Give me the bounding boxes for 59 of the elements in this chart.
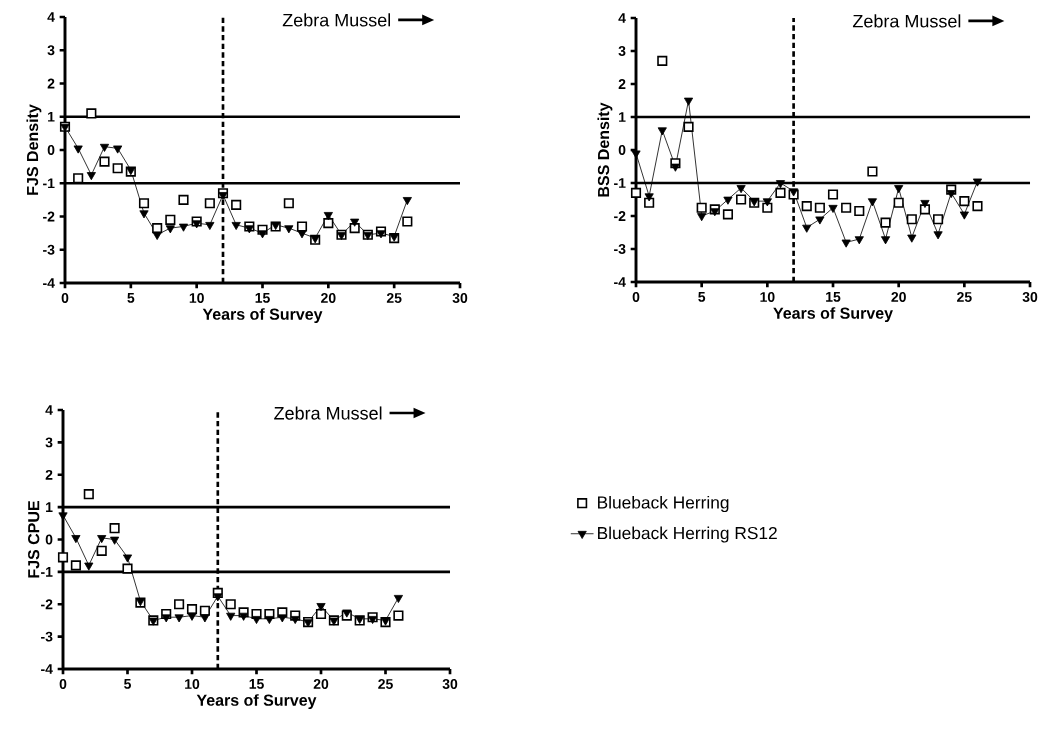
- y-tick-label: -1: [614, 178, 626, 188]
- y-tick-label: 1: [48, 111, 55, 122]
- y-tick-label: -2: [43, 211, 55, 222]
- x-tick-label: 10: [760, 292, 775, 302]
- y-tick-label: 1: [619, 112, 626, 122]
- x-axis-title: Years of Survey: [202, 308, 323, 324]
- y-tick-label: -3: [43, 244, 55, 255]
- y-tick-label: 0: [47, 145, 55, 155]
- y-tick-label: 1: [46, 502, 53, 512]
- x-tick-label: 30: [442, 679, 458, 689]
- y-tick-label: -4: [41, 664, 53, 674]
- y-tick-label: 4: [45, 405, 53, 415]
- y-tick-label: -1: [41, 567, 53, 577]
- annotation: Zebra Mussel: [852, 14, 961, 28]
- y-tick-label: -1: [43, 178, 55, 189]
- y-tick-label: 0: [45, 534, 53, 545]
- y-tick-label: 2: [45, 469, 53, 480]
- y-axis-title: BSS Density: [597, 102, 613, 197]
- y-tick-label: -3: [614, 244, 626, 254]
- y-tick-label: -3: [41, 631, 53, 642]
- x-tick-label: 20: [891, 292, 906, 302]
- y-tick-label: 2: [618, 79, 626, 89]
- y-tick-label: -2: [41, 599, 53, 610]
- y-tick-label: 0: [618, 145, 626, 155]
- x-tick-label: 30: [452, 293, 468, 303]
- y-axis-title: FJS Density: [26, 104, 42, 195]
- x-tick-label: 5: [127, 293, 135, 303]
- y-tick-label: 3: [618, 46, 626, 56]
- x-tick-label: 30: [1022, 292, 1038, 302]
- x-tick-label: 0: [61, 293, 69, 303]
- y-tick-label: -4: [614, 277, 626, 287]
- x-tick-label: 10: [185, 679, 200, 689]
- y-tick-label: 3: [47, 45, 55, 56]
- y-tick-label: 4: [47, 12, 55, 22]
- y-tick-label: -2: [614, 211, 626, 221]
- annotation: Zebra Mussel: [274, 406, 382, 420]
- x-axis-title: Years of Survey: [196, 694, 317, 710]
- legend-label: Blueback Herring RS12: [598, 526, 777, 543]
- x-tick-label: 25: [386, 293, 402, 303]
- legend-label: Blueback Herring: [598, 495, 729, 513]
- annotation: Zebra Mussel: [282, 13, 391, 27]
- x-tick-label: 0: [632, 292, 640, 302]
- x-tick-label: 10: [189, 293, 204, 303]
- x-tick-label: 25: [378, 679, 393, 689]
- x-tick-label: 15: [255, 293, 270, 303]
- x-tick-label: 0: [59, 679, 67, 689]
- y-tick-label: 3: [45, 437, 53, 448]
- x-axis-title: Years of Survey: [773, 307, 893, 323]
- x-tick-label: 25: [957, 292, 972, 302]
- y-tick-label: 4: [618, 13, 626, 23]
- x-tick-label: 20: [313, 679, 329, 689]
- y-tick-label: 2: [47, 78, 55, 89]
- x-tick-label: 15: [826, 292, 841, 302]
- x-tick-label: 5: [698, 292, 706, 302]
- x-tick-label: 5: [124, 679, 131, 689]
- y-tick-label: -4: [43, 278, 55, 288]
- y-axis-title: FJS CPUE: [28, 501, 40, 578]
- x-tick-label: 20: [321, 293, 336, 303]
- x-tick-label: 15: [249, 679, 264, 689]
